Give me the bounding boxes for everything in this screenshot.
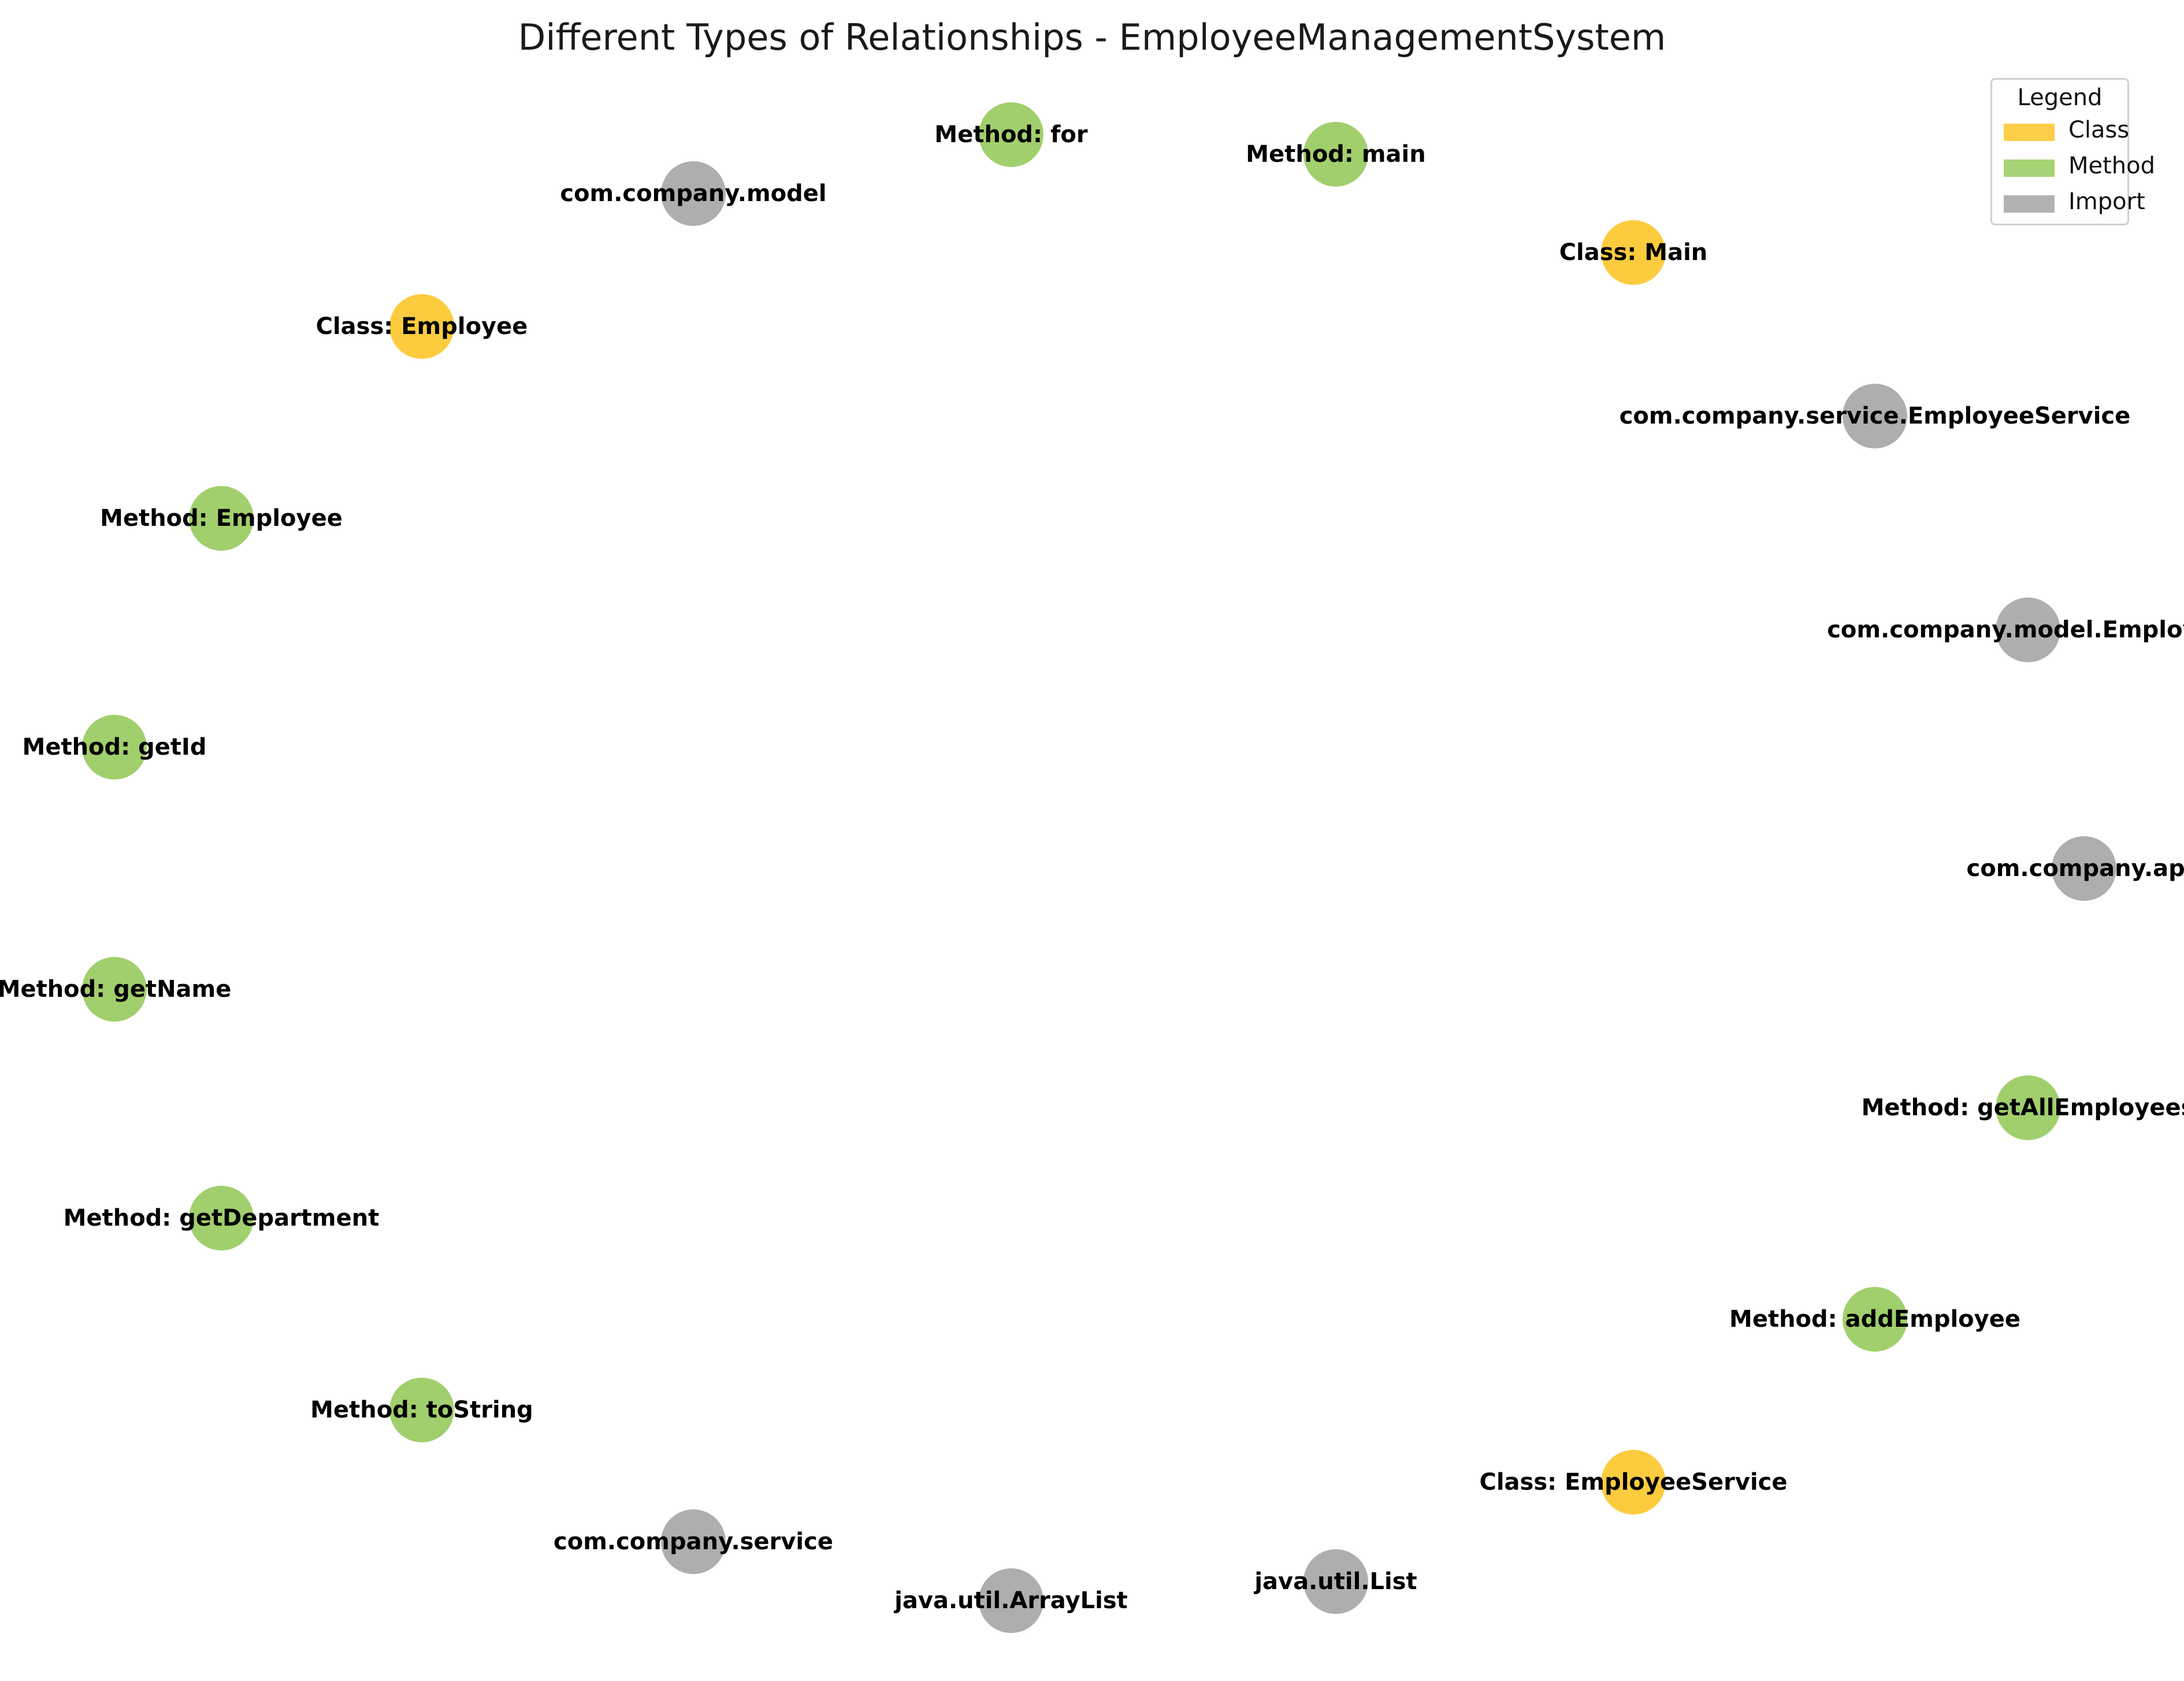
node-class-employeeservice: [1601, 1450, 1666, 1515]
node-method-getallemployees: [1996, 1075, 2060, 1140]
legend-item-method: Method: [2004, 153, 2155, 180]
node-com-company-model-employee: [1996, 598, 2060, 662]
node-label-com-company-model-employee: com.company.model.Employee: [1827, 617, 2184, 643]
diagram-title: Different Types of Relationships - Emplo…: [518, 16, 1666, 58]
legend-item-import: Import: [2004, 188, 2145, 216]
node-method-getid: [82, 715, 147, 780]
node-label-class-employee: Class: Employee: [315, 313, 528, 340]
node-com-company-service-employeeservice: [1843, 384, 1907, 448]
legend-swatch-method: [2004, 159, 2055, 177]
node-com-company-app: [2052, 836, 2116, 901]
legend: Legend Class Method Import: [1990, 78, 2155, 225]
node-method-getname: [82, 957, 147, 1022]
node-label-com-company-service-employeeservice: com.company.service.EmployeeService: [1619, 403, 2131, 429]
node-java-util-list: [1303, 1549, 1368, 1614]
node-label-method-main: Method: main: [1246, 141, 1426, 168]
legend-title: Legend: [2017, 84, 2103, 111]
node-label-com-company-service: com.company.service: [554, 1528, 833, 1555]
node-label-method-getdepartment: Method: getDepartment: [63, 1205, 380, 1231]
node-class-main: [1601, 220, 1666, 285]
node-label-method-for: Method: for: [934, 121, 1088, 148]
node-label-method-tostring: Method: toString: [310, 1397, 533, 1423]
node-method-tostring: [389, 1378, 454, 1442]
legend-swatch-import: [2004, 195, 2055, 213]
node-method-employee: [189, 486, 254, 551]
node-label-method-addemployee: Method: addEmployee: [1729, 1306, 2020, 1333]
node-class-employee: [389, 294, 454, 359]
node-label-method-getid: Method: getId: [22, 734, 207, 760]
node-method-for: [979, 102, 1043, 167]
node-label-com-company-model: com.company.model: [560, 180, 827, 207]
node-label-method-getname: Method: getName: [0, 976, 232, 1003]
node-label-method-employee: Method: Employee: [100, 505, 343, 532]
node-com-company-service: [661, 1509, 726, 1574]
node-method-main: [1303, 122, 1368, 187]
legend-swatch-class: [2004, 124, 2055, 141]
node-label-com-company-app: com.company.app: [1966, 855, 2184, 882]
node-label-java-util-list: java.util.List: [1254, 1568, 1417, 1595]
node-label-class-main: Class: Main: [1559, 239, 1708, 266]
legend-label-import: Import: [2068, 188, 2145, 215]
legend-label-class: Class: [2068, 117, 2130, 143]
node-label-java-util-arraylist: java.util.ArrayList: [894, 1587, 1128, 1614]
legend-label-method: Method: [2068, 153, 2156, 179]
node-label-class-employeeservice: Class: EmployeeService: [1479, 1469, 1788, 1496]
node-method-getdepartment: [189, 1186, 254, 1250]
legend-item-class: Class: [2004, 117, 2129, 144]
node-label-method-getallemployees: Method: getAllEmployees: [1861, 1094, 2184, 1121]
node-method-addemployee: [1843, 1287, 1907, 1352]
node-com-company-model: [661, 161, 726, 226]
node-java-util-arraylist: [979, 1568, 1043, 1633]
